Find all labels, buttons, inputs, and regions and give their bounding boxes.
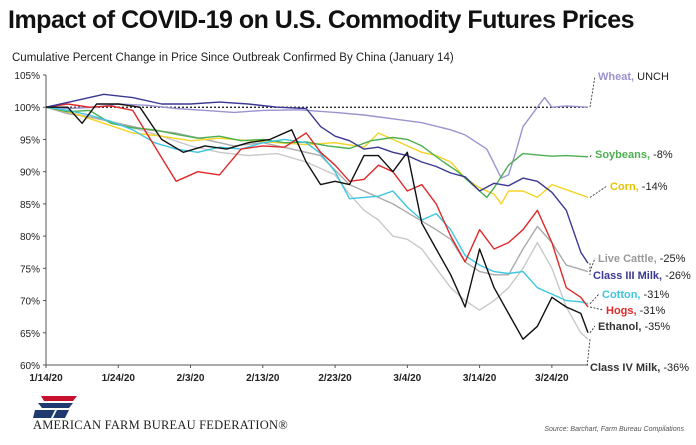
series-label-wheat: Wheat, UNCH bbox=[598, 71, 669, 83]
source-note: Source: Barchart, Farm Bureau Compilatio… bbox=[544, 426, 684, 433]
y-tick-label: 90% bbox=[20, 168, 40, 179]
x-tick-label: 2/3/20 bbox=[177, 373, 205, 384]
series-line-hogs bbox=[45, 103, 589, 308]
series-label-soybeans: Soybeans, -8% bbox=[595, 149, 673, 161]
series-line-soybeans bbox=[45, 106, 589, 199]
y-tick-label: 85% bbox=[20, 200, 40, 211]
leader-line-hogs bbox=[589, 306, 604, 311]
series-label-cotton: Cotton, -31% bbox=[602, 289, 669, 301]
leader-line-cotton bbox=[589, 293, 600, 305]
x-tick-label: 2/23/20 bbox=[318, 373, 352, 384]
series-line-wheat bbox=[45, 96, 589, 179]
series-label-class-iv-milk: Class IV Milk, -36% bbox=[590, 362, 689, 374]
series-line-corn bbox=[45, 106, 589, 205]
y-tick-label: 60% bbox=[20, 361, 40, 372]
x-tick-label: 2/13/20 bbox=[246, 373, 280, 384]
leader-line-live-cattle bbox=[589, 257, 596, 272]
series-label-corn: Corn, -14% bbox=[610, 181, 668, 193]
y-tick-label: 65% bbox=[20, 329, 40, 340]
chart-title: Impact of COVID-19 on U.S. Commodity Fut… bbox=[8, 6, 635, 34]
y-tick-label: 80% bbox=[20, 232, 40, 243]
x-tick-label: 1/24/20 bbox=[102, 373, 136, 384]
afbf-logo-icon bbox=[33, 396, 77, 418]
series-line-cotton bbox=[45, 106, 589, 305]
series-line-live-cattle bbox=[45, 106, 589, 276]
y-tick-label: 70% bbox=[20, 297, 40, 308]
series-label-live-cattle: Live Cattle, -25% bbox=[598, 253, 686, 265]
y-tick-label: 75% bbox=[20, 264, 40, 275]
series-label-class-iii-milk: Class III Milk, -26% bbox=[593, 270, 691, 282]
leader-line-soybeans bbox=[589, 153, 593, 158]
footer-brand: AMERICAN FARM BUREAU FEDERATION® bbox=[33, 418, 288, 432]
leader-line-ethanol bbox=[589, 325, 596, 334]
y-tick-label: 105% bbox=[14, 71, 40, 82]
leader-line-class-iv-milk bbox=[586, 339, 591, 368]
leader-line-wheat bbox=[589, 75, 596, 108]
series-label-ethanol: Ethanol, -35% bbox=[598, 321, 670, 333]
x-tick-label: 3/24/20 bbox=[535, 373, 569, 384]
y-tick-label: 100% bbox=[14, 103, 40, 114]
x-tick-label: 1/14/20 bbox=[29, 373, 63, 384]
x-tick-label: 3/14/20 bbox=[463, 373, 497, 384]
x-tick-label: 3/4/20 bbox=[393, 373, 421, 384]
leader-line-corn bbox=[589, 185, 608, 198]
y-tick-label: 95% bbox=[20, 135, 40, 146]
series-line-class-iii-milk bbox=[45, 93, 589, 264]
chart-subtitle: Cumulative Percent Change in Price Since… bbox=[12, 52, 454, 64]
series-label-hogs: Hogs, -31% bbox=[606, 305, 666, 317]
series-line-class-iv-milk bbox=[45, 106, 589, 340]
series-line-ethanol bbox=[46, 103, 589, 340]
